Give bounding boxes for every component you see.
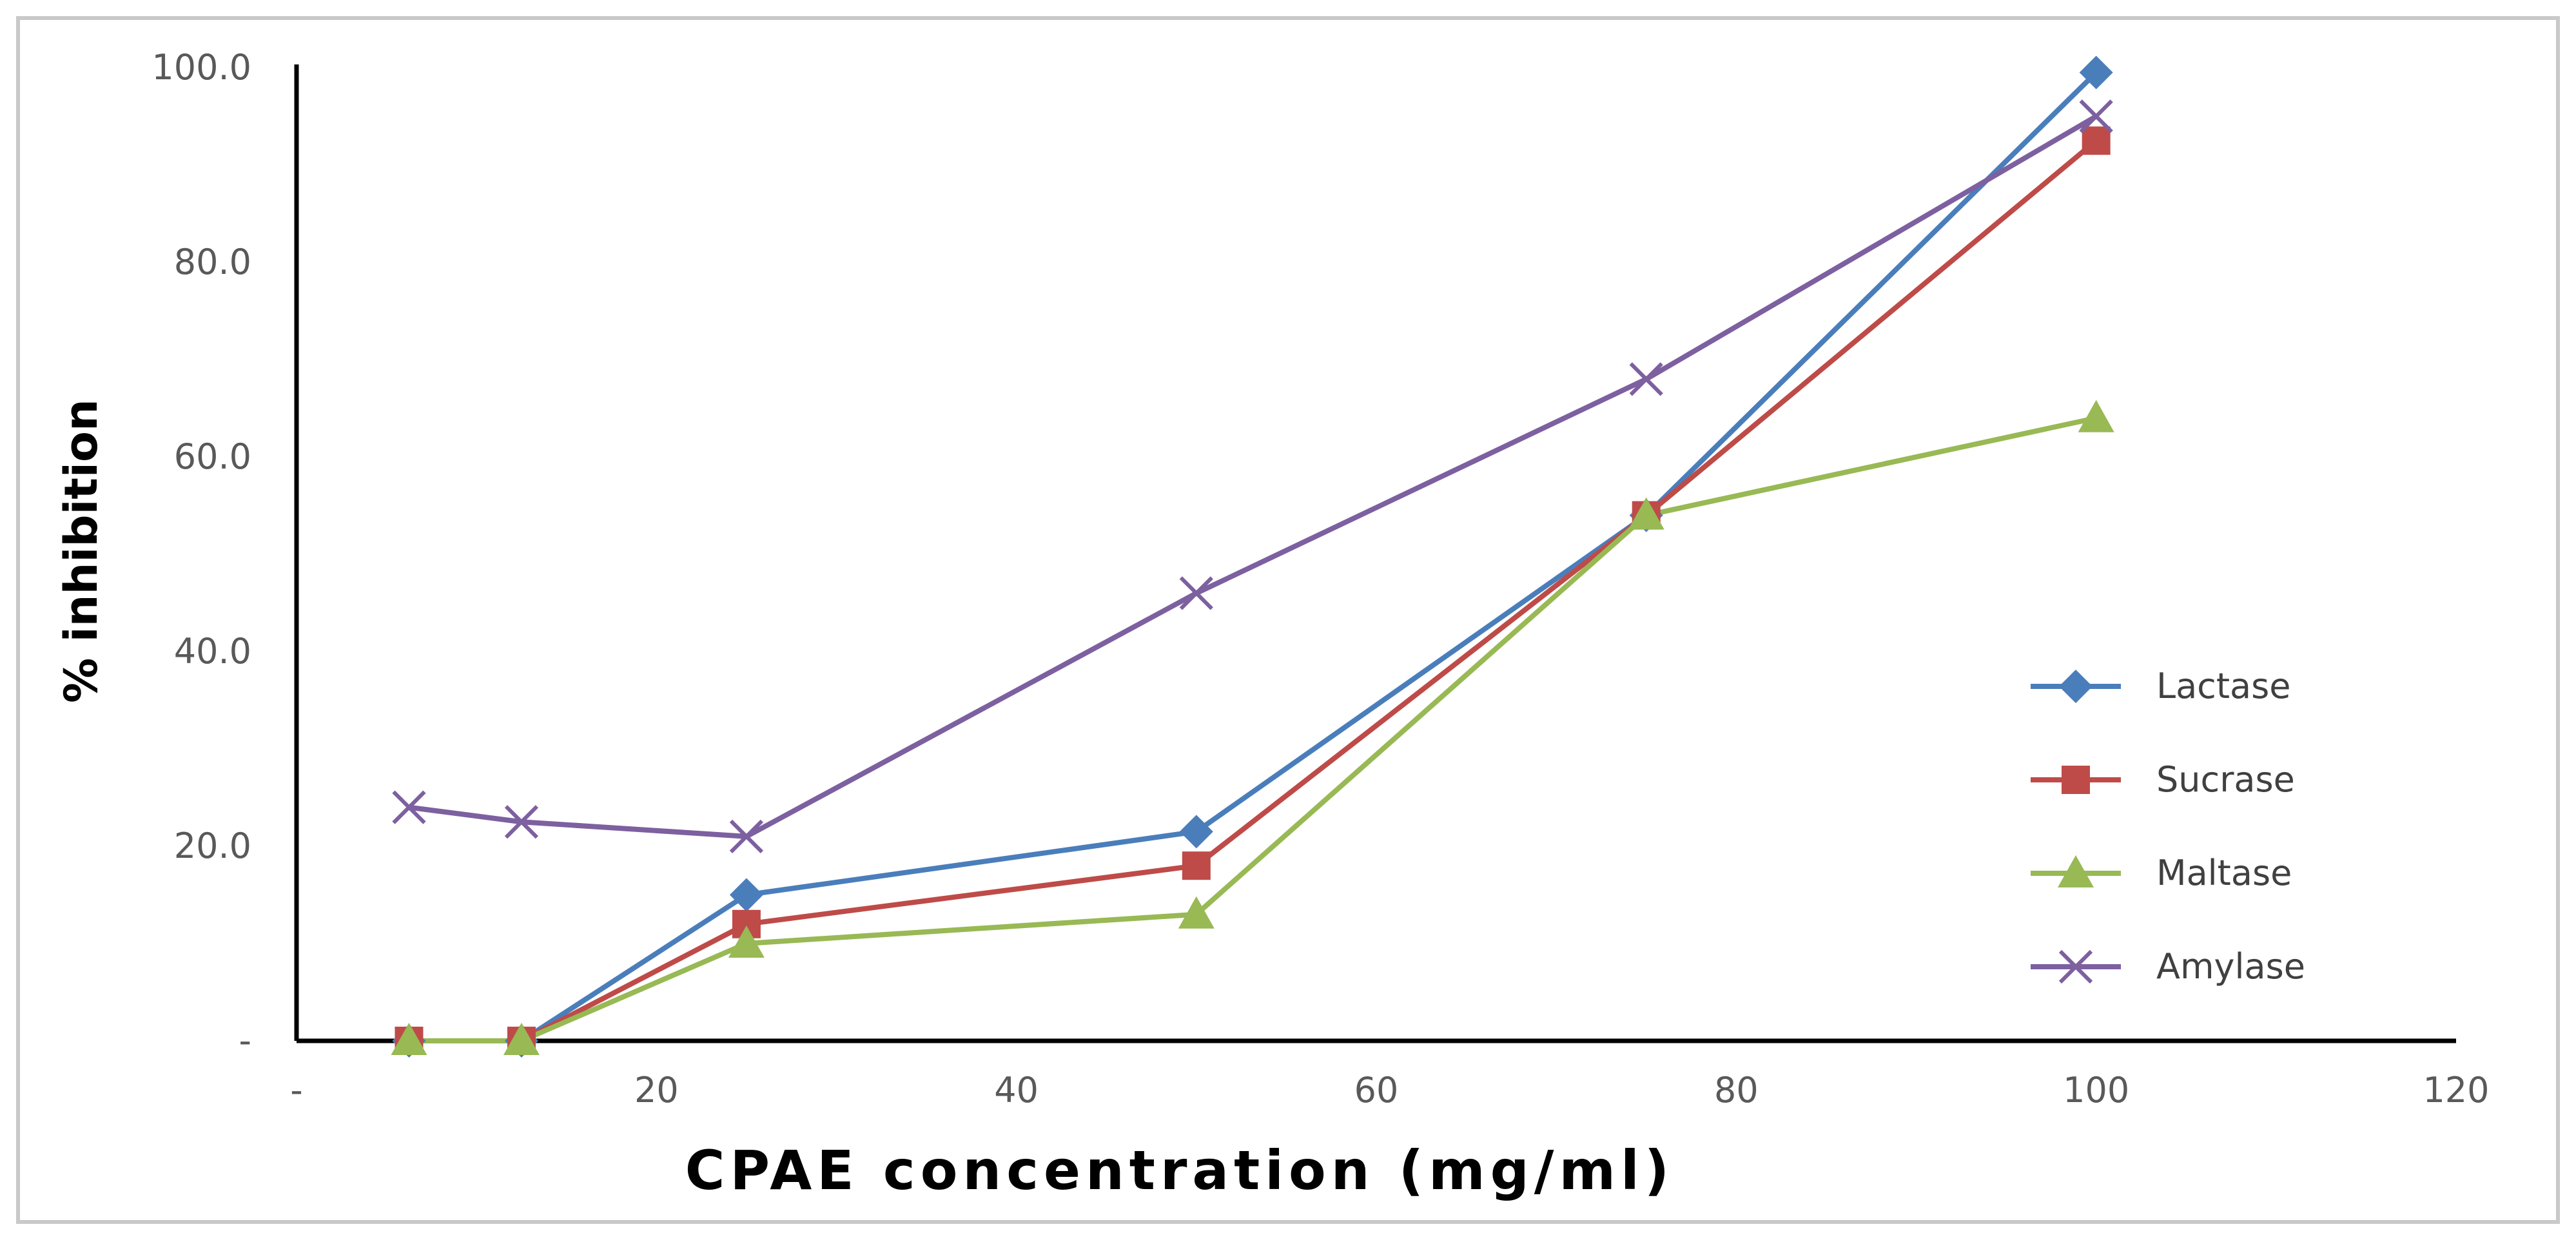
data-point-sucrase	[2082, 126, 2111, 155]
series-line-sucrase	[409, 139, 2098, 1043]
y-axis-title: % inhibition	[55, 399, 108, 703]
y-tick-label: 60.0	[174, 436, 251, 477]
x-tick-label: 40	[994, 1070, 1039, 1110]
legend-label-maltase: Maltase	[2156, 853, 2292, 893]
y-tick-label: 80.0	[174, 242, 251, 282]
data-point-maltase	[1628, 497, 1664, 530]
data-point-maltase	[728, 925, 765, 958]
legend-label-sucrase: Sucrase	[2156, 759, 2295, 800]
data-point-amylase	[392, 790, 426, 824]
y-tick-label: 20.0	[174, 826, 251, 866]
y-tick-label: 40.0	[174, 631, 251, 672]
x-tick-label: -	[290, 1070, 303, 1110]
x-tick-label: 80	[1714, 1070, 1759, 1110]
series-line-amylase	[408, 114, 2098, 839]
data-point-maltase	[2078, 400, 2114, 432]
x-tick-label: 120	[2423, 1070, 2489, 1110]
legend-label-amylase: Amylase	[2156, 946, 2305, 987]
data-point-amylase	[504, 805, 539, 839]
x-tick-labels: - 20 40 60 80 100 120	[290, 1070, 2489, 1110]
data-point-sucrase	[1182, 851, 1211, 880]
legend-label-lactase: Lactase	[2156, 666, 2291, 706]
series-line-lactase	[409, 70, 2098, 1043]
series-line-maltase	[409, 415, 2097, 1043]
x-tick-label: 60	[1354, 1070, 1399, 1110]
x-tick-label: 100	[2063, 1070, 2129, 1110]
data-point-maltase	[1178, 896, 1215, 929]
data-point-amylase	[1179, 576, 1213, 610]
legend-marker-sucrase	[2062, 766, 2090, 794]
chart-frame	[16, 16, 2560, 1224]
data-point-amylase	[729, 819, 764, 854]
series-lines	[408, 70, 2098, 1043]
data-point-maltase	[503, 1023, 540, 1055]
data-point-lactase	[2079, 55, 2113, 90]
legend-marker-maltase	[2058, 855, 2094, 887]
y-tick-label: 100.0	[151, 47, 251, 88]
data-point-amylase	[2079, 99, 2113, 133]
legend-marker-amylase	[2058, 949, 2093, 984]
y-tick-labels: - 20.0 40.0 60.0 80.0 100.0	[151, 47, 251, 1061]
y-tick-label: -	[239, 1020, 252, 1061]
x-axis-title: CPAE concentration (mg/ml)	[685, 1139, 1674, 1202]
series-markers	[391, 55, 2114, 1058]
legend-marker-lactase	[2059, 670, 2093, 703]
x-tick-label: 20	[634, 1070, 679, 1110]
data-point-lactase	[1179, 815, 1213, 849]
data-point-lactase	[729, 878, 763, 912]
legend: Lactase Sucrase Maltase Amylase	[2031, 666, 2305, 987]
data-point-maltase	[391, 1023, 427, 1055]
data-point-amylase	[1629, 362, 1663, 396]
